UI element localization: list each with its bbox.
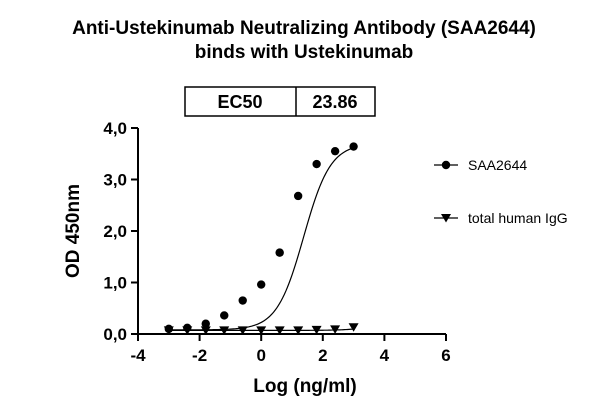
legend: SAA2644 total human IgG — [434, 157, 568, 226]
y-tick-label: 3,0 — [103, 171, 127, 190]
data-point-series-0 — [312, 159, 321, 169]
data-point-series-1 — [237, 326, 248, 335]
data-point-series-1 — [182, 326, 193, 335]
y-axis-title: OD 450nm — [63, 184, 84, 278]
ec50-value: 23.86 — [312, 92, 357, 112]
x-tick-label: -4 — [130, 346, 146, 365]
x-tick-label: -2 — [192, 346, 207, 365]
data-points — [163, 142, 359, 335]
data-point-series-1 — [200, 326, 211, 335]
data-point-series-1 — [163, 326, 174, 335]
x-tick-label: 0 — [256, 346, 265, 365]
chart-title: Anti-Ustekinumab Neutralizing Antibody (… — [72, 18, 536, 39]
fit-curves — [168, 147, 354, 331]
x-axis-title: Log (ng/ml) — [253, 376, 356, 397]
chart-subtitle: binds with Ustekinumab — [194, 42, 414, 63]
x-tick-label: 6 — [441, 346, 450, 365]
y-ticks: 0,0 1,0 2,0 3,0 4,0 — [103, 119, 138, 344]
x-tick-label: 2 — [318, 346, 327, 365]
data-point-series-1 — [311, 325, 322, 335]
y-tick-label: 0,0 — [103, 325, 127, 344]
ec50-box: EC50 23.86 — [184, 86, 376, 117]
data-point-series-0 — [330, 146, 340, 156]
data-point-series-0 — [201, 319, 210, 328]
legend-marker — [441, 214, 451, 223]
legend-label: SAA2644 — [468, 157, 527, 173]
data-point-series-0 — [257, 280, 266, 289]
data-point-series-1 — [348, 323, 359, 332]
data-point-series-0 — [275, 248, 284, 257]
data-point-series-0 — [238, 296, 247, 305]
axes — [137, 128, 446, 335]
data-point-series-1 — [330, 325, 341, 334]
legend-marker — [441, 160, 451, 170]
data-point-series-1 — [274, 326, 285, 335]
y-tick-label: 2,0 — [103, 222, 127, 241]
data-point-series-1 — [293, 326, 304, 335]
x-tick-label: 4 — [380, 346, 390, 365]
data-point-series-0 — [220, 311, 229, 320]
x-ticks: -4 -2 0 2 4 6 — [130, 334, 451, 365]
y-tick-label: 4,0 — [103, 119, 127, 138]
data-point-series-0 — [349, 142, 358, 151]
legend-label: total human IgG — [468, 210, 568, 226]
y-tick-label: 1,0 — [103, 274, 127, 293]
data-point-series-1 — [219, 326, 230, 335]
ec50-label: EC50 — [217, 92, 262, 112]
data-point-series-1 — [256, 326, 267, 335]
fit-curve-series-0 — [168, 147, 354, 331]
ec50-box-frame — [184, 86, 376, 117]
data-point-series-0 — [293, 191, 303, 201]
